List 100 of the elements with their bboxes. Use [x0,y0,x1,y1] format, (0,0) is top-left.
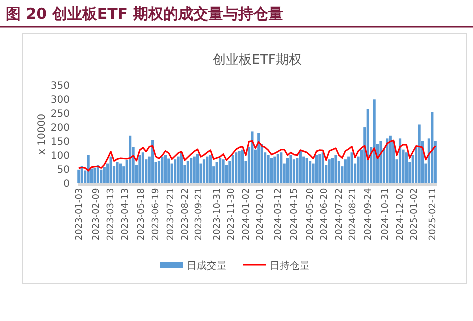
bar [206,156,209,184]
bar [360,150,364,184]
legend-label: 日成交量 [187,260,227,272]
bar [145,160,148,184]
y-axis-title: x 10000 [37,114,48,155]
bar [142,152,144,184]
bar [135,165,138,184]
x-tick-label: 2024-05-20 [306,188,316,241]
x-tick-label: 2024-06-20 [320,188,330,241]
x-tick-label: 2024-01-02 [242,188,252,241]
x-tick-label: 2023-02-09 [92,188,102,241]
bar [219,158,222,184]
bar [389,136,392,184]
bar [350,152,354,184]
bar [334,155,338,184]
bar [276,154,280,184]
bar [270,158,274,184]
x-tick-label: 2024-09-24 [364,188,374,241]
bar [177,156,180,184]
bar [306,158,308,184]
bar [106,164,110,184]
bar [228,160,232,184]
x-tick-label: 2023-08-22 [180,188,191,241]
chart-title: 图 20 创业板ETF 期权的成交量与持仓量 [6,5,284,23]
bar [96,165,100,184]
bar [244,160,248,184]
legend-label: 日持仓量 [270,260,310,272]
x-tick-label: 2023-07-21 [166,188,176,241]
x-tick-label: 2024-12-02 [396,188,406,241]
x-tick-label: 2023-03-13 [106,188,117,241]
bar [373,100,376,184]
bar [354,164,357,184]
y-tick-label: 300 [50,95,70,106]
bar [119,164,122,184]
bar [344,160,347,184]
y-tick-label: 250 [50,109,70,120]
bar [100,170,103,184]
bar [280,152,283,184]
x-tick-label: 2024-02-01 [256,188,266,241]
bar [380,141,382,184]
x-tick-label: 2024-10-31 [381,188,392,241]
bar [296,158,299,184]
bar [260,144,264,184]
bar [174,160,177,184]
bar [168,158,170,184]
bar [180,152,184,184]
bar [302,156,306,184]
bar [412,155,414,184]
bar [90,168,94,184]
y-tick-label: 0 [64,178,70,190]
bar [212,166,216,184]
bar [408,162,412,184]
x-tick-label: 2024-04-15 [290,188,300,241]
bar [396,160,398,184]
bar [366,109,370,184]
bar [158,160,161,184]
y-tick-label: 200 [50,123,70,134]
bar [434,141,437,184]
bar [292,160,296,184]
bar [308,160,312,184]
bar [318,154,322,184]
x-tick-label: 2024-08-21 [348,188,359,241]
bar [138,155,142,184]
bar [283,164,286,184]
bar [315,155,318,184]
x-tick-label: 2023-04-13 [120,188,131,241]
chart-subtitle: 创业板ETF期权 [213,53,302,68]
bar [126,160,128,184]
bar [122,166,126,184]
bar [129,136,132,184]
x-tick-label: 2023-05-18 [136,188,147,241]
bar [312,164,315,184]
bar [216,162,218,184]
bar [170,164,174,184]
bar [202,160,206,184]
bar [225,165,228,184]
y-tick-label: 100 [50,150,70,162]
bar [200,164,202,184]
bar [164,155,167,184]
x-tick-label: 2023-01-03 [74,188,85,241]
bar [132,147,135,184]
bar [242,150,244,184]
bar [286,158,290,184]
bar [392,141,396,184]
bar [424,164,428,184]
y-tick-label: 50 [57,164,70,176]
bar [152,140,154,184]
bar [184,165,186,184]
bar [290,155,292,184]
x-tick-label: 2024-03-12 [274,188,284,241]
bar [348,156,350,184]
bar [415,147,418,184]
y-tick-label: 150 [50,136,70,148]
y-tick-label: 350 [50,81,70,92]
line-series [78,140,436,172]
bar [196,154,200,184]
bar [386,138,389,184]
bar [186,160,190,184]
bar [254,150,257,184]
bar [338,160,341,184]
